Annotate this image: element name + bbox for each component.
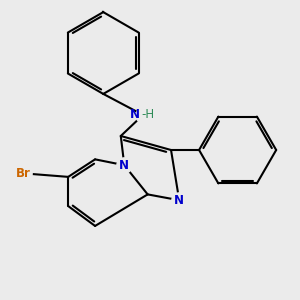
Text: -H: -H (142, 108, 155, 122)
Text: N: N (174, 194, 184, 207)
Text: N: N (119, 159, 129, 172)
Text: Br: Br (16, 167, 31, 180)
Text: N: N (130, 108, 140, 122)
